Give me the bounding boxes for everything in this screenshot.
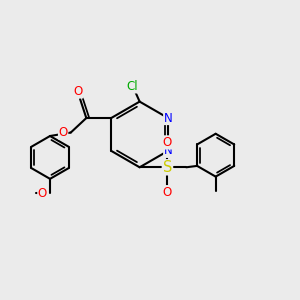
Text: N: N (164, 112, 172, 124)
Text: Cl: Cl (126, 80, 138, 93)
Text: O: O (163, 136, 172, 149)
Text: O: O (163, 186, 172, 199)
Text: O: O (38, 187, 47, 200)
Text: O: O (58, 126, 68, 139)
Text: N: N (164, 144, 172, 158)
Text: S: S (163, 160, 172, 175)
Text: O: O (74, 85, 83, 98)
